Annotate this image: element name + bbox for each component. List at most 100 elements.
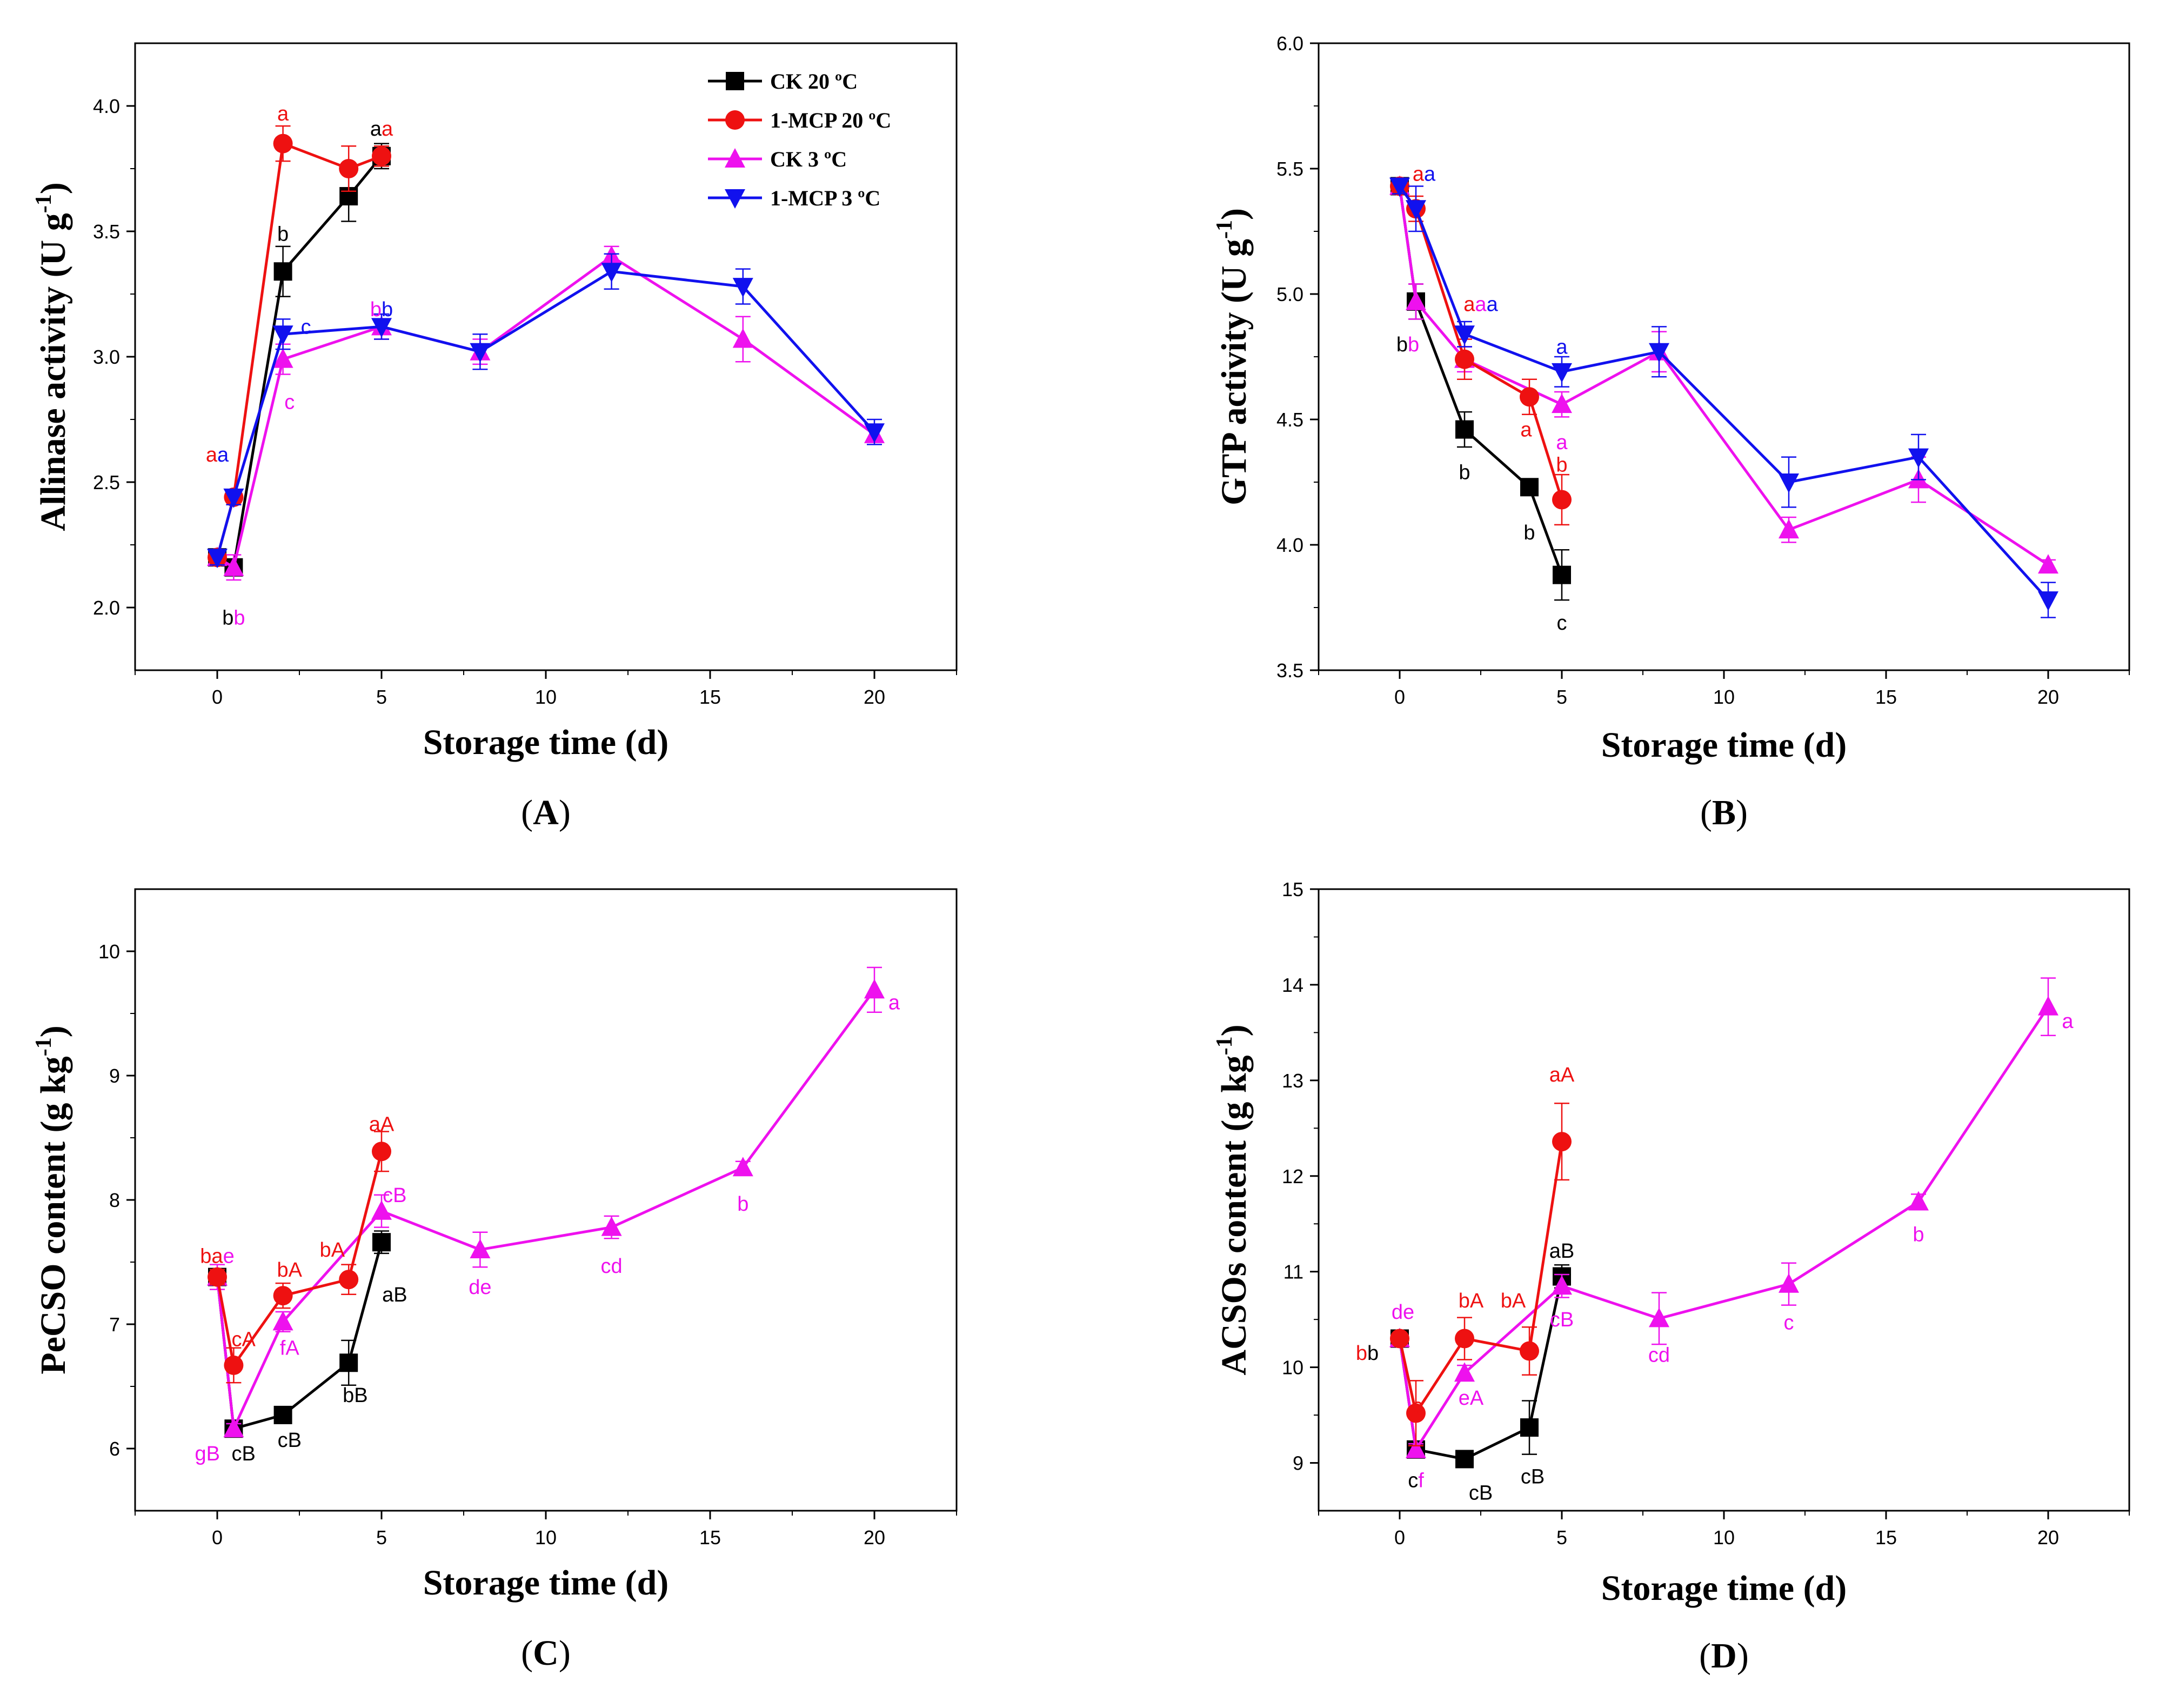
legend-item-ck20: CK 20 ºC (708, 69, 858, 94)
significance-label: bae (200, 1245, 234, 1268)
data-point (1390, 1329, 1409, 1349)
significance-letter: b (1556, 454, 1567, 477)
panel-label: (D) (1699, 1636, 1749, 1676)
legend-item-ck3: CK 3 ºC (708, 147, 847, 171)
x-tick-label: 15 (699, 686, 721, 708)
significance-label: bb (370, 298, 393, 321)
significance-letter: a (1424, 163, 1436, 185)
significance-label: aB (1549, 1240, 1575, 1263)
data-point (1779, 473, 1799, 493)
significance-letter: a (1487, 293, 1499, 316)
significance-label: bb (1356, 1342, 1379, 1365)
data-point (1649, 1307, 1669, 1327)
significance-label: c (284, 391, 295, 414)
y-axis-title-close: ) (34, 182, 73, 194)
x-axis-title: Storage time (d) (423, 1563, 669, 1603)
x-tick-label: 15 (1875, 1526, 1897, 1549)
y-axis-title-superscript: -1 (31, 1037, 56, 1056)
significance-label: fA (280, 1337, 300, 1360)
significance-letter: a (1475, 293, 1487, 316)
significance-label: c (1413, 1395, 1423, 1417)
panel-label-close: ) (1737, 1636, 1749, 1676)
significance-letter: a (1556, 336, 1568, 358)
significance-letter: b (1523, 522, 1535, 544)
legend-label: CK 20 ºC (770, 69, 858, 94)
significance-label: a (1556, 336, 1568, 358)
series-line (1398, 186, 2049, 566)
panel-label-open: ( (521, 1633, 533, 1673)
y-axis-title-close: ) (1214, 1024, 1254, 1036)
significance-letter: b (200, 1245, 211, 1268)
data-point (1455, 1329, 1474, 1349)
significance-letter: a (888, 991, 900, 1014)
data-point (273, 1405, 292, 1424)
y-tick-label: 2.5 (93, 471, 120, 493)
data-point (273, 262, 292, 281)
series-line (216, 270, 875, 558)
significance-letter: g (195, 1443, 206, 1465)
x-tick-label: 5 (376, 686, 387, 708)
data-point (864, 423, 885, 443)
legend-marker (725, 148, 745, 168)
data-point (372, 1142, 391, 1162)
y-axis-title: ACSOs content (g kg-1) (1212, 1024, 1254, 1375)
y-tick-label: 4.0 (93, 95, 120, 117)
x-tick-label: 10 (535, 1526, 557, 1549)
significance-letter: c (301, 316, 311, 338)
significance-label: aaa (1463, 293, 1498, 316)
legend-item-mcp20: 1-MCP 20 ºC (708, 108, 891, 132)
data-point (1779, 1273, 1799, 1293)
data-point (1406, 1403, 1426, 1423)
chart-panel-a: 0 5 10 15 20 2.0 2.5 3.0 3.5 4.0 Storage time (d) A… (31, 42, 958, 832)
significance-label: aA (369, 1113, 395, 1136)
significance-letter: a (382, 118, 393, 141)
data-point (1454, 325, 1475, 345)
significance-label: cB (1550, 1309, 1574, 1331)
data-point (372, 1233, 391, 1252)
significance-letter: d (611, 1255, 623, 1278)
significance-label: aA (1549, 1064, 1575, 1086)
y-tick-label: 3.5 (93, 221, 120, 243)
significance-letter: B (206, 1443, 220, 1465)
significance-label: cB (231, 1443, 255, 1465)
significance-letter: B (354, 1384, 367, 1407)
significance-letter: d (1659, 1344, 1670, 1367)
significance-letter: c (601, 1255, 611, 1278)
significance-letter: f (280, 1337, 286, 1360)
significance-label: b (1913, 1224, 1924, 1246)
y-axis-title-main: Allinase activity (U g (34, 213, 73, 531)
significance-label: bA (320, 1239, 345, 1262)
significance-letter: a (277, 103, 289, 125)
panel-label-close: ) (1736, 793, 1748, 832)
legend-marker (726, 72, 744, 90)
y-tick-label: 14 (1282, 974, 1303, 996)
data-point (601, 263, 622, 283)
significance-letter: A (1512, 1290, 1526, 1312)
data-point (372, 146, 391, 166)
panel-label-letter: A (533, 793, 559, 832)
significance-letter: c (1648, 1344, 1659, 1367)
significance-letter: B (1561, 1240, 1574, 1263)
significance-letter: b (382, 298, 393, 321)
data-point (1389, 177, 1410, 197)
significance-letter: c (284, 391, 295, 414)
data-point (864, 979, 885, 999)
significance-letter: c (1413, 1395, 1423, 1417)
significance-label: cd (1648, 1344, 1670, 1367)
data-point (732, 1157, 753, 1177)
data-point (207, 549, 228, 569)
significance-label: cd (601, 1255, 623, 1278)
chart-panel-b: 0 5 10 15 20 3.5 4.0 4.5 5.0 5.5 6.0 Storage time (… (1212, 32, 2130, 832)
chart-panel-c: 0 5 10 15 20 6 7 8 9 10 Storage time (d) PeCSO cont… (31, 888, 958, 1673)
significance-letter: b (1459, 1290, 1470, 1312)
y-axis-title-main: PeCSO content (g kg (34, 1056, 73, 1374)
y-tick-label: 3.5 (1276, 659, 1303, 682)
y-axis-title-superscript: -1 (1212, 1036, 1237, 1055)
data-point (1552, 490, 1572, 510)
significance-letter: b (1501, 1290, 1512, 1312)
data-point (223, 1418, 244, 1438)
x-axis-title: Storage time (d) (1601, 1569, 1847, 1608)
significance-letter: a (382, 1284, 394, 1306)
significance-letter: f (1418, 1469, 1424, 1492)
data-point (272, 1311, 293, 1331)
